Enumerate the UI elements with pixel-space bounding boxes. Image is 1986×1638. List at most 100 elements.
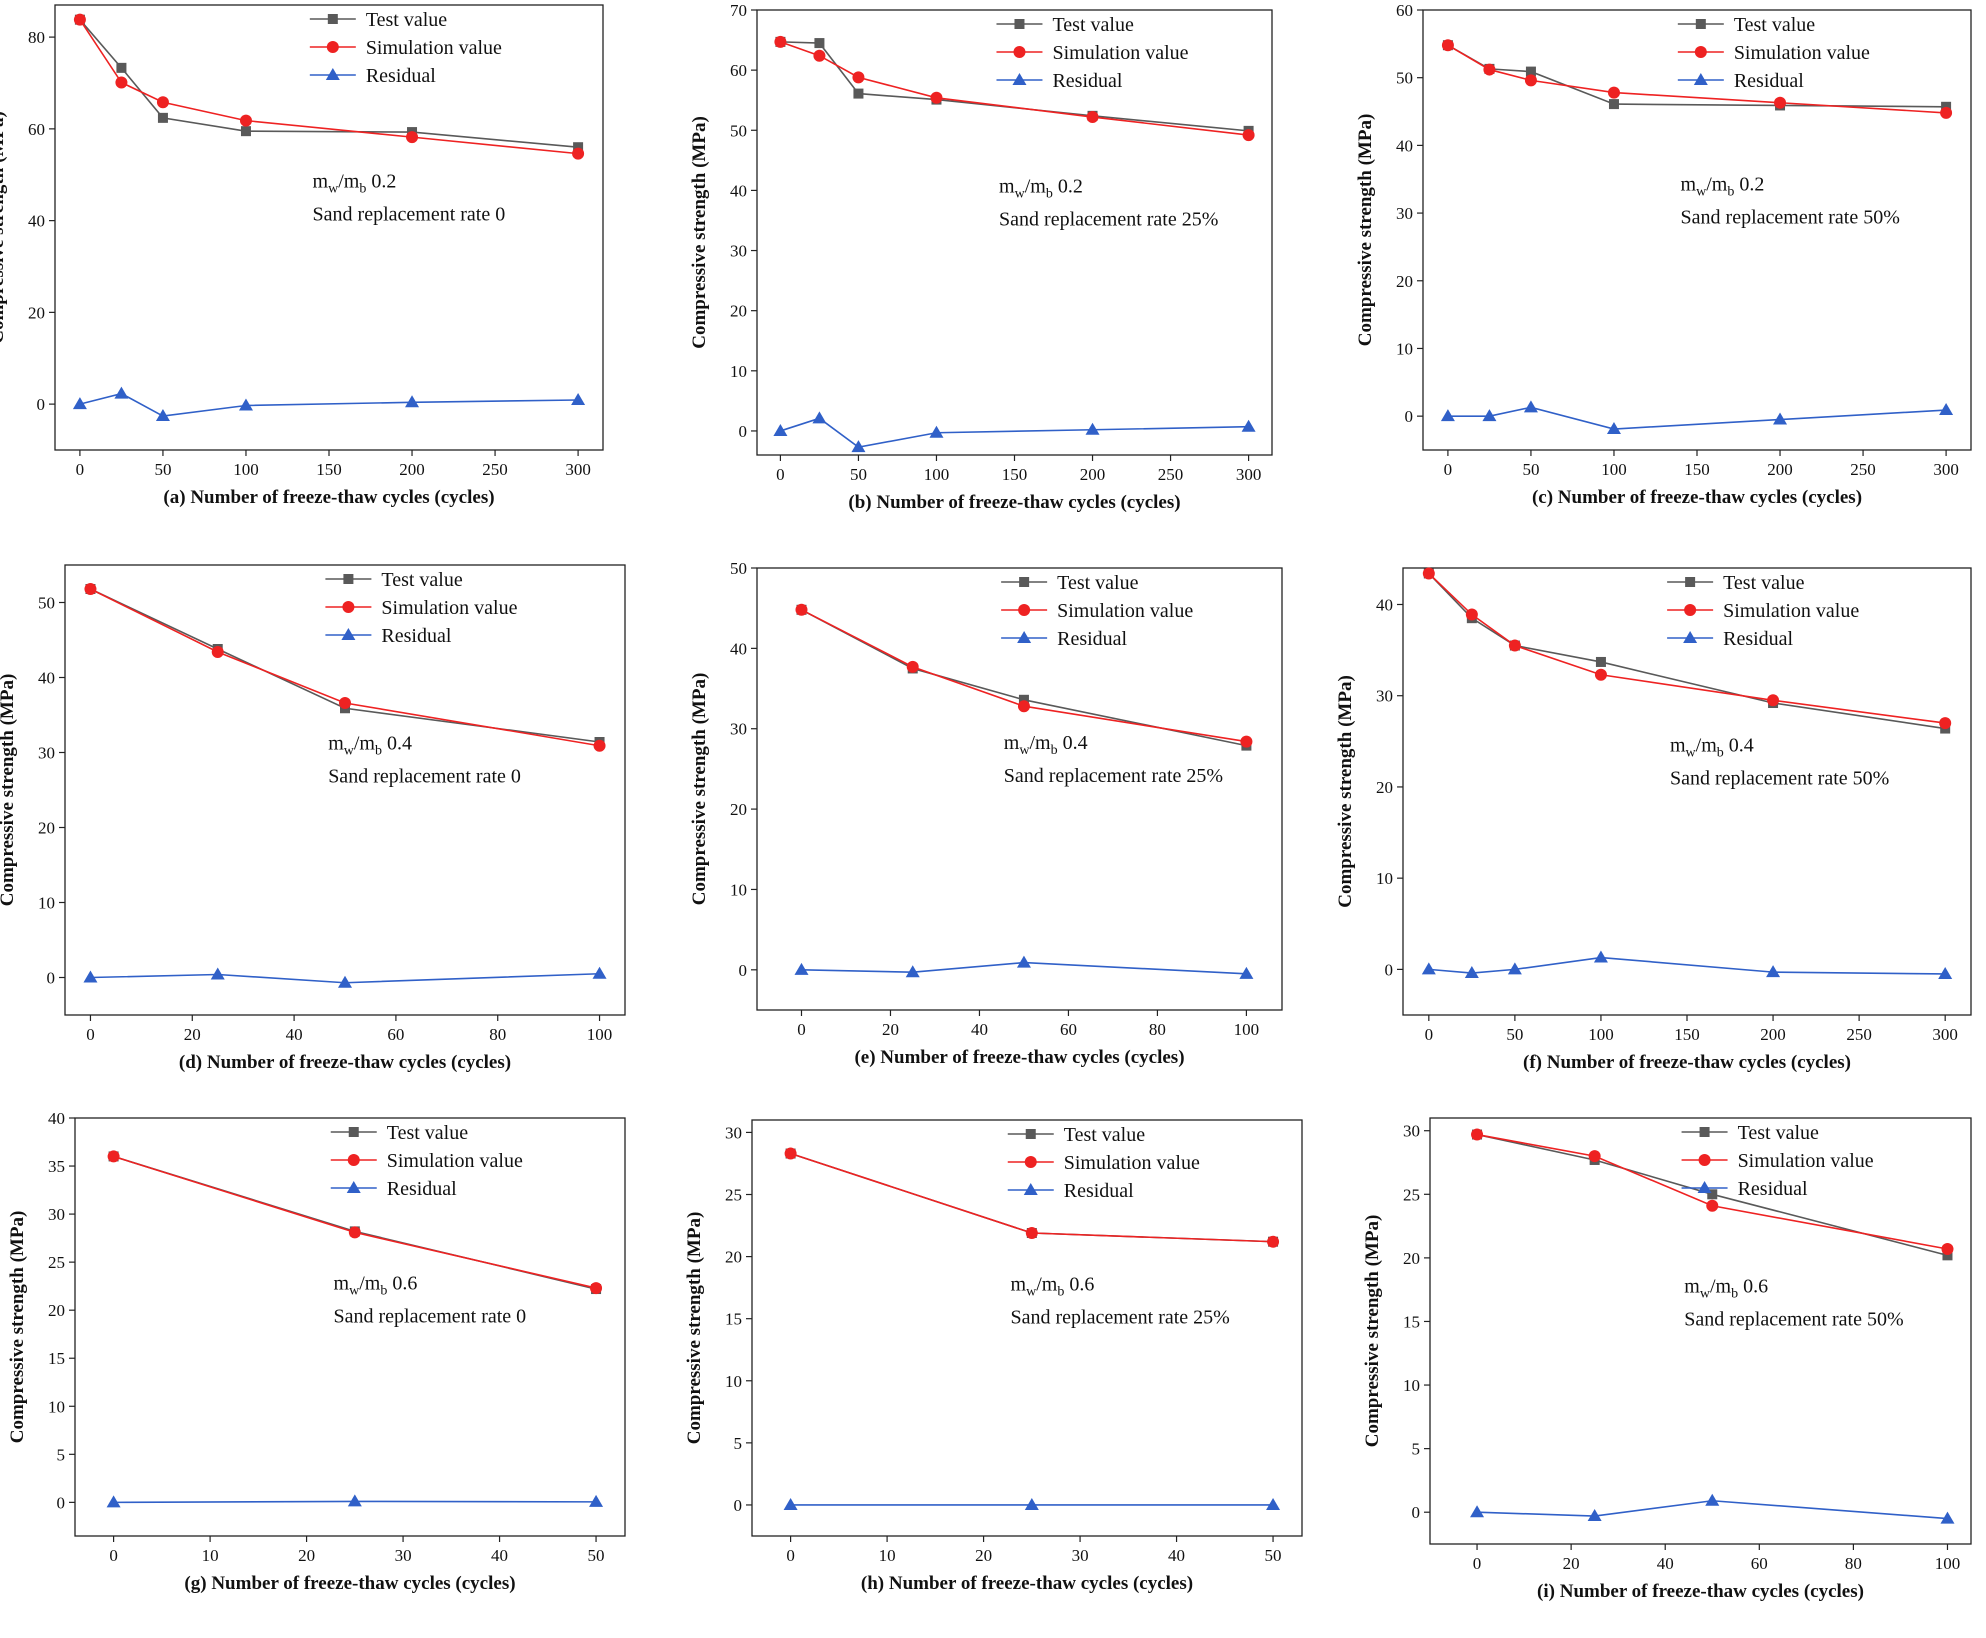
legend-marker-residual [346, 1181, 361, 1193]
x-tick-label: 100 [1588, 1025, 1614, 1044]
annotation-part: 0.2 [366, 170, 396, 192]
y-tick-label: 20 [730, 800, 747, 819]
series-line-simulation [79, 19, 579, 155]
legend-label-residual: Residual [1723, 628, 1793, 650]
annotation-sand-rate: Sand replacement rate 25% [1011, 1307, 1230, 1329]
series-line-residual [90, 972, 600, 984]
annotation-ratio: mw/mb 0.4 [328, 733, 412, 759]
legend-marker-residual [1012, 73, 1027, 85]
x-tick-label: 300 [565, 460, 591, 479]
y-tick-label: 20 [1376, 778, 1393, 797]
legend-label-simulation: Simulation value [1057, 600, 1193, 622]
point-residual [773, 423, 788, 436]
legend-label-residual: Residual [1738, 1178, 1808, 1200]
y-tick-label: 10 [1376, 869, 1393, 888]
y-tick-label: 0 [37, 395, 46, 414]
point-simulation [1422, 567, 1435, 580]
x-tick-label: 200 [1767, 460, 1793, 479]
y-tick-label: 50 [730, 559, 747, 578]
point-residual [1239, 966, 1254, 979]
point-residual [1024, 1497, 1039, 1510]
legend-label-residual: Residual [366, 65, 436, 87]
x-tick-label: 20 [1563, 1554, 1580, 1573]
x-tick-label: 40 [1657, 1554, 1674, 1573]
point-test [1608, 99, 1619, 110]
legend-label-test: Test value [1064, 1124, 1145, 1146]
legend-marker-simulation [347, 1154, 360, 1166]
x-tick-label: 20 [882, 1020, 899, 1039]
point-simulation [1508, 639, 1521, 652]
legend-label-simulation: Simulation value [366, 37, 502, 59]
point-residual [1593, 950, 1608, 963]
y-tick-label: 50 [730, 121, 747, 140]
point-simulation [156, 96, 169, 109]
legend-marker-simulation [1013, 46, 1026, 58]
legend-marker-residual [325, 68, 340, 80]
series-line-residual [1428, 956, 1946, 975]
series-line-residual [79, 392, 579, 417]
legend-label-simulation: Simulation value [1052, 42, 1188, 64]
point-residual [1938, 966, 1953, 979]
x-tick-label: 30 [1072, 1546, 1089, 1565]
series-line-test [113, 1155, 597, 1290]
point-simulation [1267, 1235, 1280, 1248]
legend-label-test: Test value [387, 1122, 468, 1144]
annotation-part: /m [1706, 173, 1728, 195]
point-residual [905, 965, 920, 978]
annotation-part: /m [338, 170, 360, 192]
point-test [116, 62, 127, 73]
legend-label-test: Test value [1052, 14, 1133, 36]
plot-frame [756, 9, 1273, 456]
x-tick-label: 100 [587, 1025, 613, 1044]
legend-marker-test [1695, 19, 1706, 29]
x-tick-label: 40 [971, 1020, 988, 1039]
y-axis-title: Compressive strength (MPa) [689, 116, 710, 349]
x-tick-label: 150 [316, 460, 342, 479]
legend-marker-test [1685, 577, 1696, 587]
point-simulation [1465, 608, 1478, 621]
point-residual [1606, 422, 1621, 435]
legend-marker-simulation [342, 601, 355, 613]
annotation-part: 0.4 [382, 733, 412, 755]
x-tick-label: 50 [1265, 1546, 1282, 1565]
legend-label-residual: Residual [1064, 1180, 1134, 1202]
annotation-part: m [1011, 1274, 1027, 1296]
y-tick-label: 40 [730, 181, 747, 200]
y-tick-label: 30 [1376, 687, 1393, 706]
point-simulation [590, 1282, 603, 1295]
point-residual [210, 967, 225, 980]
y-tick-label: 50 [38, 594, 55, 613]
annotation-sand-rate: Sand replacement rate 25% [999, 208, 1218, 230]
legend-marker-residual [1697, 1181, 1712, 1193]
y-axis-title: Compressive strength (MPa) [1362, 1215, 1383, 1448]
x-tick-label: 300 [1933, 460, 1959, 479]
annotation-part: m [334, 1272, 350, 1294]
annotation-ratio: mw/mb 0.2 [999, 175, 1083, 201]
panel-c: 0 50 100 150 200 250 300 0 10 20 30 40 50 60 Compressi… [1355, 1, 1972, 508]
annotation-part: m [1681, 173, 1697, 195]
point-residual [1587, 1509, 1602, 1522]
x-tick-label: 0 [86, 1025, 95, 1044]
annotation-part: 0.2 [1734, 173, 1764, 195]
legend-marker-test [327, 14, 338, 24]
point-test [1018, 694, 1029, 705]
x-axis-title: (d) Number of freeze-thaw cycles (cycles… [179, 1052, 511, 1073]
legend-marker-simulation [1684, 604, 1697, 616]
annotation-subscript: w [349, 1283, 360, 1298]
legend-label-simulation: Simulation value [381, 597, 517, 619]
plot-frame [54, 4, 604, 451]
y-tick-label: 25 [1403, 1185, 1420, 1204]
legend-label-residual: Residual [1057, 628, 1127, 650]
y-tick-label: 30 [730, 720, 747, 739]
series-line-simulation [1428, 572, 1946, 724]
annotation-ratio: mw/mb 0.2 [1681, 173, 1765, 199]
x-tick-label: 150 [1674, 1025, 1700, 1044]
y-tick-label: 10 [725, 1372, 742, 1391]
series-line-test [79, 19, 579, 149]
annotation-part: 0.4 [1058, 732, 1088, 754]
point-simulation [774, 35, 787, 48]
panel-e: 0 20 40 60 80 100 0 10 20 30 40 50 Compressive stren… [689, 559, 1283, 1068]
x-tick-label: 300 [1236, 465, 1262, 484]
x-tick-label: 60 [1060, 1020, 1077, 1039]
point-simulation [593, 739, 606, 752]
